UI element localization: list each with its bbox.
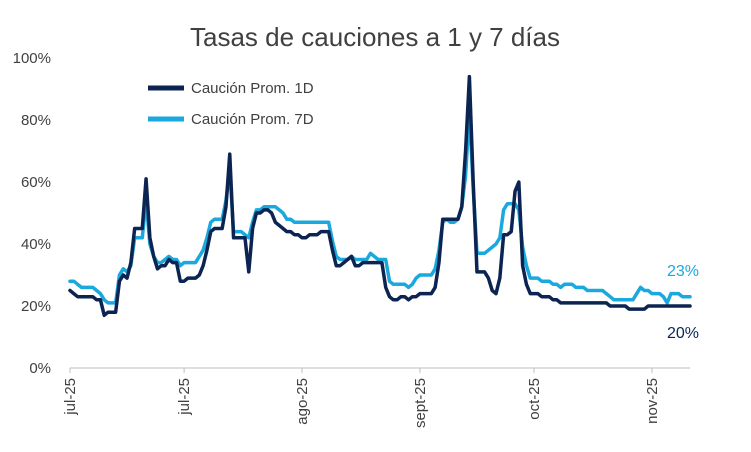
- x-tick-label: jul-25: [176, 378, 193, 416]
- y-tick-label: 80%: [21, 112, 51, 129]
- x-tick-label: sept-25: [412, 378, 429, 428]
- y-axis-labels: 0% 20% 40% 60% 80% 100%: [13, 50, 51, 377]
- y-tick-label: 20%: [21, 298, 51, 315]
- legend: Caución Prom. 1D Caución Prom. 7D: [148, 80, 314, 128]
- end-label-7d: 23%: [667, 263, 699, 280]
- y-tick-label: 0%: [29, 360, 51, 377]
- legend-label-7d: Caución Prom. 7D: [191, 111, 314, 128]
- y-tick-label: 60%: [21, 174, 51, 191]
- y-tick-label: 100%: [13, 50, 51, 67]
- series-line-1d: [68, 74, 692, 318]
- series-lines: [68, 74, 692, 318]
- chart-title: Tasas de cauciones a 1 y 7 días: [190, 22, 560, 52]
- end-label-1d: 20%: [667, 325, 699, 342]
- legend-label-1d: Caución Prom. 1D: [191, 80, 314, 97]
- x-tick-label: jul-25: [62, 378, 79, 416]
- x-tick-label: oct-25: [526, 378, 543, 420]
- x-tick-label: nov-25: [644, 378, 661, 424]
- y-tick-label: 40%: [21, 236, 51, 253]
- series-line-7d: [68, 108, 692, 305]
- x-tick-label: ago-25: [294, 378, 311, 425]
- x-axis-ticks: jul-25 jul-25 ago-25 sept-25 oct-25 nov-25: [62, 368, 661, 428]
